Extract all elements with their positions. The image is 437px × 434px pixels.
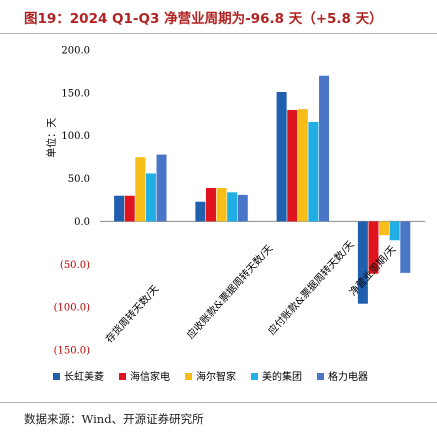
y-axis-ticks: 200.0 150.0 100.0 50.0 0.0 (50.0) (100.0) (150.… [54,46,91,357]
legend-label: 长虹美菱 [64,370,104,383]
category-labels: 存货周转天数/天 应收账款&票据周转天数/天应付账款&票据周转天数/天净营业周期/… [103,238,399,346]
y-tick-label: 100.0 [61,131,90,142]
legend-label: 海信家电 [130,370,170,383]
bar [216,188,227,222]
bar [379,221,390,236]
bar [308,122,319,222]
bar [276,92,287,222]
y-tick-label: (100.0) [54,303,91,314]
category-label: 应付账款&票据周转天数/天 [265,238,356,338]
bar [389,221,400,241]
bar [156,154,167,222]
y-tick-label: 50.0 [68,174,90,185]
bar [237,194,248,222]
bar [357,221,368,304]
bar [195,201,206,222]
legend-swatch [119,373,126,380]
y-axis-label-group: 单位：天 [45,118,58,158]
y-tick-label: (50.0) [60,260,90,271]
y-tick-label: (150.0) [54,346,91,357]
legend-swatch [251,373,258,380]
bar [287,110,298,222]
bar [114,195,125,222]
bar [145,173,156,222]
y-tick-label: 200.0 [61,46,90,57]
legend-swatch [317,373,324,380]
bar [205,188,216,222]
y-tick-label: 150.0 [61,88,90,99]
category-label: 存货周转天数/天 [103,282,162,345]
bar [400,221,411,273]
bar [319,75,330,222]
source-note: 数据来源：Wind、开源证券研究所 [24,412,204,426]
bar [135,157,146,222]
category-label: 应收账款&票据周转天数/天 [184,242,275,342]
legend: 长虹美菱 海信家电 海尔智家 美的集团 格力电器 [53,370,368,383]
legend-swatch [185,373,192,380]
bar [297,109,308,222]
figure-title: 图19：2024 Q1-Q3 净营业周期为-96.8 天（+5.8 天） [24,11,383,27]
bar [227,192,238,222]
y-tick-label: 0.0 [74,217,90,228]
bottom-divider [0,402,437,403]
legend-label: 格力电器 [328,370,368,383]
bars [114,75,411,304]
legend-label: 美的集团 [262,370,302,383]
legend-swatch [53,373,60,380]
bar [368,221,379,274]
y-axis-label: 单位：天 [45,118,58,158]
top-divider [0,33,437,34]
bar [124,195,135,222]
legend-label: 海尔智家 [196,370,236,383]
bar-chart: 单位：天 200.0 150.0 100.0 50.0 0.0 (50.0) (100.0)… [45,46,425,383]
